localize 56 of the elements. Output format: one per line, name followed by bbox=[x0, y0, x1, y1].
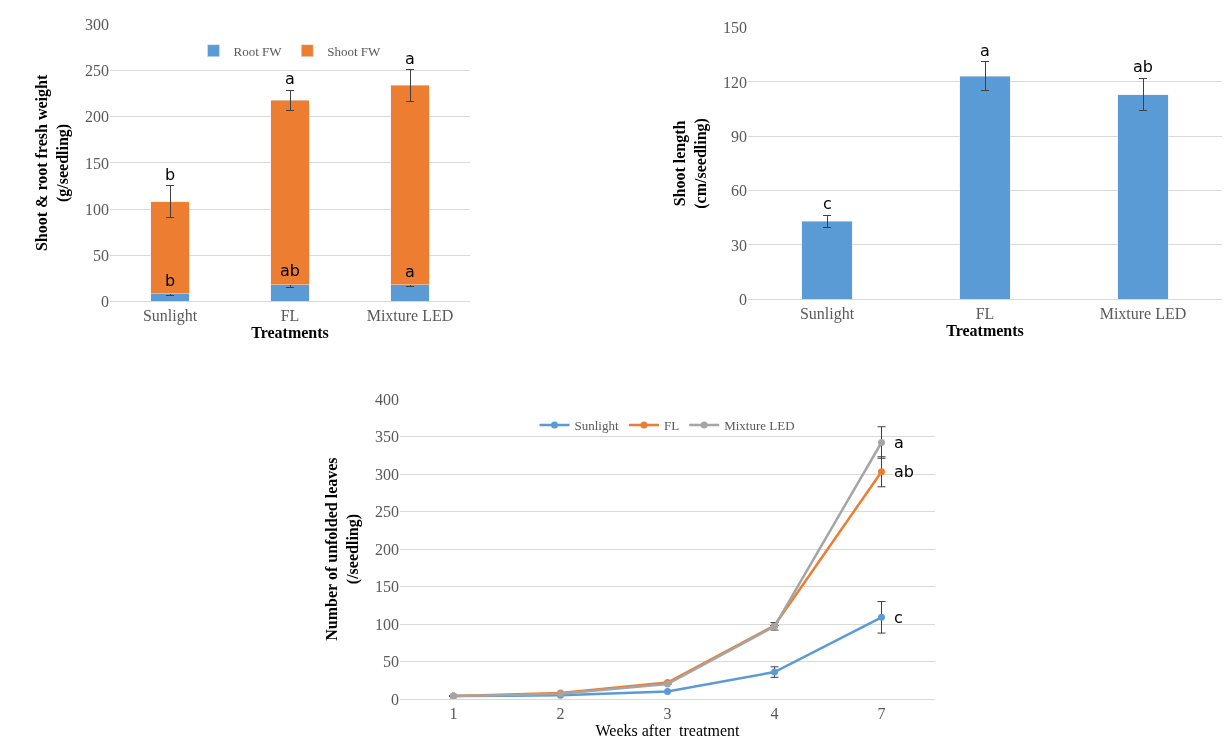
y-axis-title: Shoot length (cm/seedling) bbox=[671, 118, 710, 209]
x-tick-label: Sunlight bbox=[799, 305, 855, 324]
x-tick-label: 4 bbox=[770, 705, 779, 723]
x-tick-label: 2 bbox=[556, 705, 565, 723]
annotation: c bbox=[823, 194, 832, 213]
y-tick-label: 150 bbox=[85, 154, 109, 172]
y-tick-label: 300 bbox=[375, 465, 399, 483]
y-tick-label: 30 bbox=[731, 236, 747, 254]
annotation: a bbox=[405, 49, 415, 68]
x-tick-label: Sunlight bbox=[142, 307, 198, 326]
x-axis-title: Weeks after treatment bbox=[595, 722, 741, 740]
x-tick-label: 3 bbox=[663, 705, 672, 723]
annotation: a bbox=[405, 262, 415, 281]
annotation: c bbox=[894, 608, 903, 627]
annotation: b bbox=[165, 271, 176, 290]
annotation: b bbox=[165, 165, 176, 184]
y-tick-label: 300 bbox=[85, 16, 109, 34]
x-axis-title: Treatments bbox=[946, 322, 1024, 340]
y-tick-label: 100 bbox=[375, 615, 399, 633]
y-tick-label: 200 bbox=[375, 540, 399, 558]
legend-label: FL bbox=[663, 418, 680, 434]
y-tick-label: 100 bbox=[85, 200, 109, 218]
y-axis-title: Shoot & root fresh weight (g/seedling) bbox=[33, 74, 72, 252]
y-tick-label: 120 bbox=[723, 73, 747, 91]
y-tick-label: 250 bbox=[85, 62, 109, 80]
y-tick-label: 0 bbox=[739, 290, 747, 308]
y-axis-title: Number of unfolded leaves (/seedling) bbox=[323, 457, 362, 641]
legend-label: Mixture LED bbox=[724, 418, 795, 434]
y-tick-label: 400 bbox=[375, 390, 399, 408]
x-tick-label: FL bbox=[975, 305, 995, 323]
x-tick-label: 7 bbox=[877, 705, 886, 723]
x-tick-label: FL bbox=[280, 307, 300, 325]
y-tick-label: 50 bbox=[383, 653, 399, 671]
y-tick-label: 0 bbox=[391, 690, 399, 708]
x-tick-label: Mixture LED bbox=[366, 307, 454, 325]
y-tick-label: 350 bbox=[375, 428, 399, 446]
x-tick-label: 1 bbox=[449, 705, 458, 723]
y-tick-label: 200 bbox=[85, 108, 109, 126]
legend-label: Root FW bbox=[233, 43, 283, 59]
annotation: a bbox=[894, 433, 904, 452]
y-tick-label: 90 bbox=[731, 127, 747, 145]
annotation: a bbox=[980, 41, 990, 60]
y-tick-label: 150 bbox=[375, 578, 399, 596]
annotation: a bbox=[285, 69, 295, 88]
annotation: ab bbox=[1133, 57, 1153, 76]
legend-label: Shoot FW bbox=[327, 43, 382, 59]
x-axis-title: Treatments bbox=[251, 324, 329, 342]
x-tick-label: Mixture LED bbox=[1099, 305, 1187, 323]
y-tick-label: 150 bbox=[723, 19, 747, 37]
y-tick-label: 50 bbox=[93, 246, 109, 264]
y-tick-label: 250 bbox=[375, 503, 399, 521]
y-tick-label: 60 bbox=[731, 182, 747, 200]
annotation: ab bbox=[280, 261, 300, 280]
y-tick-label: 0 bbox=[101, 292, 109, 310]
legend-label: Sunlight bbox=[574, 418, 619, 434]
annotation: ab bbox=[894, 462, 914, 481]
